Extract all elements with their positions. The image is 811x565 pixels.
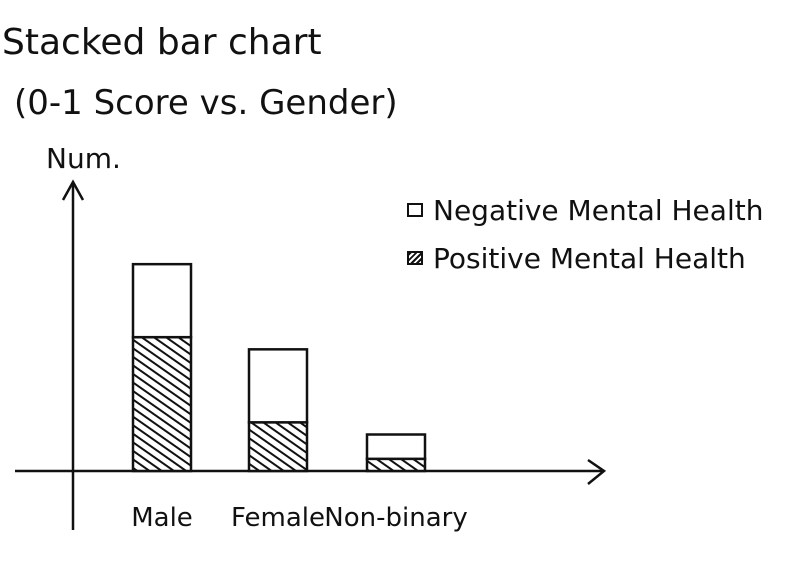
legend-swatch-empty — [407, 203, 423, 217]
bar-nonbinary-positive — [365, 457, 427, 473]
x-tick-label: Male — [131, 503, 193, 533]
bar-female-positive — [247, 421, 309, 473]
bar-male-negative — [131, 262, 193, 339]
y-axis-label: Num. — [46, 142, 121, 175]
bar-female-negative — [247, 348, 309, 424]
legend-item-positive: Positive Mental Health — [407, 238, 746, 278]
legend-item-negative: Negative Mental Health — [407, 190, 763, 230]
legend-label-positive: Positive Mental Health — [433, 241, 746, 275]
chart-subtitle: (0-1 Score vs. Gender) — [14, 83, 398, 123]
x-tick-label: Female — [231, 503, 325, 533]
legend-swatch-hatched — [407, 251, 423, 265]
x-axis-arrow — [587, 458, 607, 485]
x-tick-label: Non-binary — [324, 503, 467, 533]
bar-male-positive — [131, 335, 193, 473]
legend-label-negative: Negative Mental Health — [433, 193, 764, 227]
bar-nonbinary-negative — [365, 433, 427, 461]
chart-title: Stacked bar chart — [2, 22, 322, 63]
y-axis-arrow — [61, 179, 85, 201]
